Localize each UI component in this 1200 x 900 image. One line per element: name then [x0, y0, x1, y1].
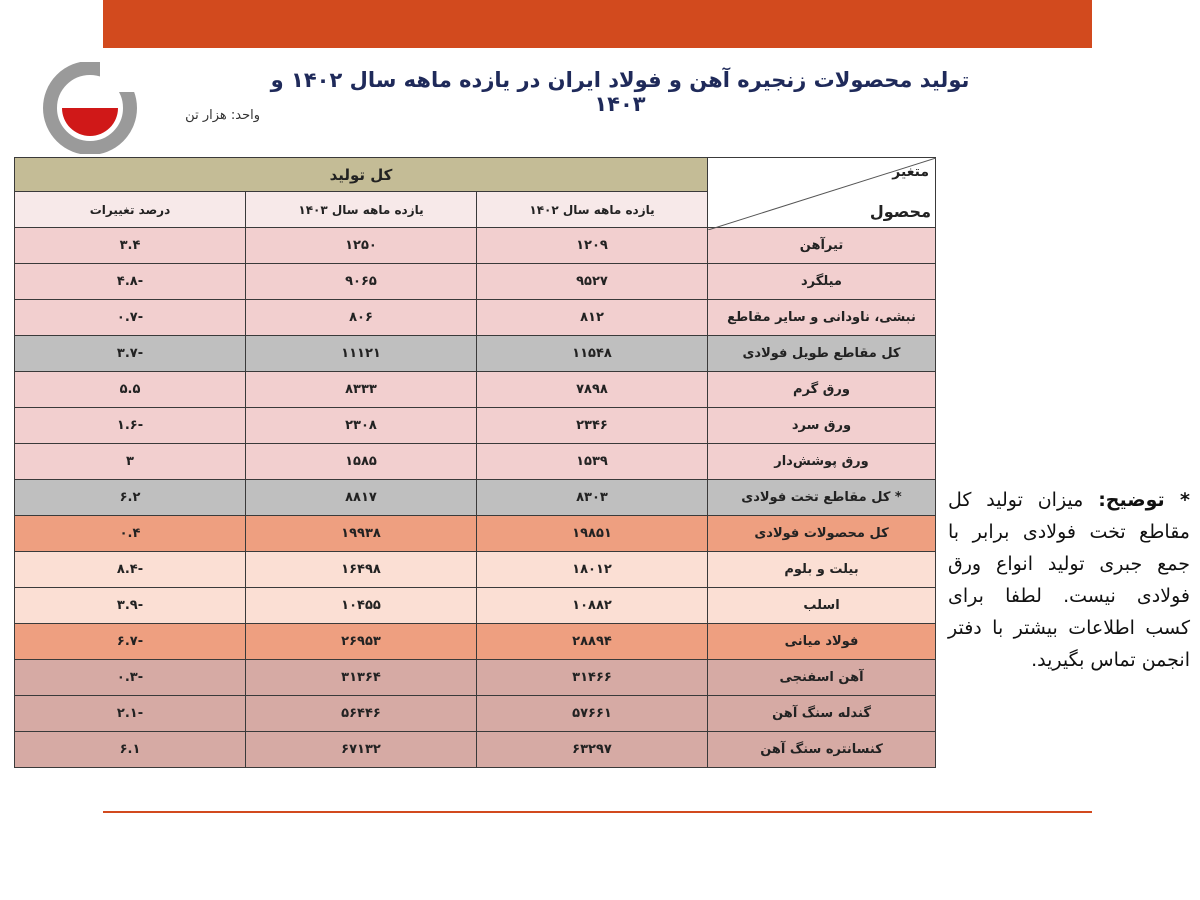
- cell: ۸۸۱۷: [245, 479, 477, 516]
- cell: ۸۳۳۳: [245, 371, 477, 408]
- cell: ۳: [14, 443, 246, 480]
- cell: ۵۷۶۶۱: [476, 695, 708, 732]
- corner-bottom: محصول: [869, 202, 931, 221]
- cell: -۴.۸: [14, 263, 246, 300]
- cell: -۰.۷: [14, 299, 246, 336]
- cell: ۱۵۸۵: [245, 443, 477, 480]
- cell: ۵۶۴۴۶: [245, 695, 477, 732]
- cell: ۳.۴: [14, 227, 246, 264]
- cell: ۵.۵: [14, 371, 246, 408]
- table-row: ورق پوشش‌دار ۱۵۳۹ ۱۵۸۵ ۳: [14, 443, 936, 480]
- corner-top: متغیر: [892, 164, 929, 180]
- note-label: * توضیح:: [1098, 489, 1190, 511]
- cell: ۱۹۸۵۱: [476, 515, 708, 552]
- table-row: تیرآهن ۱۲۰۹ ۱۲۵۰ ۳.۴: [14, 227, 936, 264]
- cell: ۱۱۱۲۱: [245, 335, 477, 372]
- table-row: کل مقاطع طویل فولادی ۱۱۵۴۸ ۱۱۱۲۱ -۳.۷: [14, 335, 936, 372]
- column-header: درصد تغییرات: [14, 191, 246, 228]
- title: تولید محصولات زنجیره آهن و فولاد ایران د…: [270, 68, 970, 116]
- table-row: ورق گرم ۷۸۹۸ ۸۳۳۳ ۵.۵: [14, 371, 936, 408]
- cell: ۱۲۵۰: [245, 227, 477, 264]
- cell: -۶.۷: [14, 623, 246, 660]
- cell: ۸۰۶: [245, 299, 477, 336]
- cell: -۳.۷: [14, 335, 246, 372]
- cell: ۶.۱: [14, 731, 246, 768]
- unit: واحد: هزار تن: [185, 108, 260, 123]
- product-name: کل محصولات فولادی: [707, 515, 936, 552]
- cell: ۱۹۹۳۸: [245, 515, 477, 552]
- cell: ۱۵۳۹: [476, 443, 708, 480]
- cell: ۱۰۸۸۲: [476, 587, 708, 624]
- product-name: ورق پوشش‌دار: [707, 443, 936, 480]
- cell: ۶۳۲۹۷: [476, 731, 708, 768]
- diagonal: [708, 158, 936, 230]
- cell: ۸۳۰۳: [476, 479, 708, 516]
- note-text: میزان تولید کل مقاطع تخت فولادی برابر با…: [948, 489, 1190, 671]
- cell: ۲۳۰۸: [245, 407, 477, 444]
- product-name: نبشی، ناودانی و سایر مقاطع: [707, 299, 936, 336]
- product-name: کنسانتره سنگ آهن: [707, 731, 936, 768]
- cell: ۲۶۹۵۳: [245, 623, 477, 660]
- cell: -۲.۱: [14, 695, 246, 732]
- table-row: ورق سرد ۲۳۴۶ ۲۳۰۸ -۱.۶: [14, 407, 936, 444]
- cell: ۳۱۳۶۴: [245, 659, 477, 696]
- cell: -۳.۹: [14, 587, 246, 624]
- corner-cell: متغیر محصول: [707, 157, 936, 230]
- cell: ۶.۲: [14, 479, 246, 516]
- cell: -۸.۴: [14, 551, 246, 588]
- table-row: کنسانتره سنگ آهن ۶۳۲۹۷ ۶۷۱۳۲ ۶.۱: [14, 731, 936, 768]
- product-name: بیلت و بلوم: [707, 551, 936, 588]
- cell: ۶۷۱۳۲: [245, 731, 477, 768]
- cell: ۰.۴: [14, 515, 246, 552]
- product-name: گندله سنگ آهن: [707, 695, 936, 732]
- cell: ۱۲۰۹: [476, 227, 708, 264]
- product-name: میلگرد: [707, 263, 936, 300]
- column-header: یازده ماهه سال ۱۴۰۲: [476, 191, 708, 228]
- cell: ۱۱۵۴۸: [476, 335, 708, 372]
- product-name: فولاد میانی: [707, 623, 936, 660]
- table-row: اسلب ۱۰۸۸۲ ۱۰۴۵۵ -۳.۹: [14, 587, 936, 624]
- table-row: آهن اسفنجی ۳۱۴۶۶ ۳۱۳۶۴ -۰.۳: [14, 659, 936, 696]
- table-row: فولاد میانی ۲۸۸۹۴ ۲۶۹۵۳ -۶.۷: [14, 623, 936, 660]
- table-row: کل محصولات فولادی ۱۹۸۵۱ ۱۹۹۳۸ ۰.۴: [14, 515, 936, 552]
- table-row: گندله سنگ آهن ۵۷۶۶۱ ۵۶۴۴۶ -۲.۱: [14, 695, 936, 732]
- cell: ۱۶۴۹۸: [245, 551, 477, 588]
- product-name: ورق سرد: [707, 407, 936, 444]
- cell: ۷۸۹۸: [476, 371, 708, 408]
- cell: -۰.۳: [14, 659, 246, 696]
- cell: ۳۱۴۶۶: [476, 659, 708, 696]
- cell: ۹۵۲۷: [476, 263, 708, 300]
- bottom-line: [103, 811, 1092, 813]
- table-row: نبشی، ناودانی و سایر مقاطع ۸۱۲ ۸۰۶ -۰.۷: [14, 299, 936, 336]
- product-name: ورق گرم: [707, 371, 936, 408]
- cell: ۸۱۲: [476, 299, 708, 336]
- column-header: یازده ماهه سال ۱۴۰۳: [245, 191, 477, 228]
- group-header: کل تولید: [14, 157, 708, 192]
- cell: ۲۳۴۶: [476, 407, 708, 444]
- table-row: * کل مقاطع تخت فولادی ۸۳۰۳ ۸۸۱۷ ۶.۲: [14, 479, 936, 516]
- cell: ۱۰۴۵۵: [245, 587, 477, 624]
- data-table: متغیر محصول کل تولید یازده ماهه سال ۱۴۰۲…: [14, 157, 936, 768]
- cell: ۲۸۸۹۴: [476, 623, 708, 660]
- cell: -۱.۶: [14, 407, 246, 444]
- table-row: بیلت و بلوم ۱۸۰۱۲ ۱۶۴۹۸ -۸.۴: [14, 551, 936, 588]
- note: * توضیح: میزان تولید کل مقاطع تخت فولادی…: [948, 484, 1190, 676]
- logo: [43, 62, 140, 154]
- product-name: کل مقاطع طویل فولادی: [707, 335, 936, 372]
- product-name: آهن اسفنجی: [707, 659, 936, 696]
- product-name: اسلب: [707, 587, 936, 624]
- cell: ۹۰۶۵: [245, 263, 477, 300]
- product-name: * کل مقاطع تخت فولادی: [707, 479, 936, 516]
- top-bar: [103, 0, 1092, 48]
- table-row: میلگرد ۹۵۲۷ ۹۰۶۵ -۴.۸: [14, 263, 936, 300]
- product-name: تیرآهن: [707, 227, 936, 264]
- cell: ۱۸۰۱۲: [476, 551, 708, 588]
